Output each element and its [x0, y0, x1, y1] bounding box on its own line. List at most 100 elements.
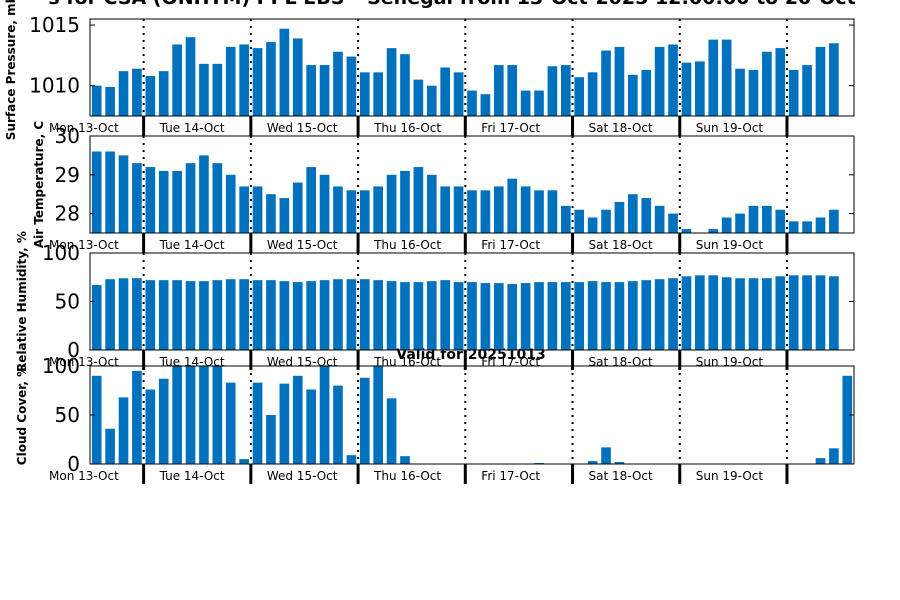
bar-3-26: [440, 280, 451, 350]
bar-3-11: [239, 279, 249, 350]
day-label: Thu 16-Oct: [373, 355, 441, 369]
bar-2-32: [520, 186, 531, 233]
ytick-label: 1015: [29, 13, 80, 37]
bar-3-49: [748, 278, 759, 350]
bar-3-31: [507, 284, 518, 350]
bar-4-15: [292, 375, 303, 464]
bar-1-5: [158, 71, 169, 116]
plot-frame-2: [89, 135, 855, 234]
bar-2-28: [467, 190, 477, 233]
bar-2-39: [614, 201, 625, 233]
bar-2-12: [252, 186, 263, 233]
bar-2-54: [815, 217, 826, 233]
bar-1-39: [614, 46, 625, 116]
bar-3-43: [668, 278, 678, 350]
bar-1-6: [172, 44, 182, 116]
bar-2-51: [775, 209, 786, 233]
bar-1-13: [266, 42, 276, 116]
bar-2-4: [145, 167, 156, 233]
bar-2-40: [628, 194, 638, 233]
bar-2-9: [212, 163, 223, 233]
chart-subtitle: Valid for 20251013: [396, 347, 545, 363]
bar-1-23: [400, 54, 410, 116]
bar-2-5: [158, 170, 169, 233]
bar-3-39: [614, 282, 625, 350]
bar-3-37: [587, 281, 598, 350]
bar-2-6: [172, 170, 182, 233]
bar-2-34: [547, 190, 558, 233]
bar-4-5: [158, 378, 169, 464]
bar-2-23: [400, 170, 410, 233]
y-axis-label-1: Surface Pressure, mb: [4, 0, 18, 140]
day-label: Mon 13-Oct: [49, 121, 119, 135]
bar-4-6: [172, 366, 182, 464]
bar-1-32: [520, 90, 531, 116]
bar-4-10: [225, 382, 236, 464]
bar-3-36: [574, 282, 585, 350]
day-label: Tue 14-Oct: [159, 469, 225, 483]
bar-2-55: [829, 209, 839, 233]
bar-2-0: [91, 151, 102, 233]
bar-2-22: [386, 174, 397, 233]
bar-3-3: [132, 278, 142, 350]
bar-1-0: [91, 85, 102, 116]
bar-3-54: [815, 275, 826, 350]
bar-4-8: [199, 366, 209, 464]
bar-3-34: [547, 282, 558, 350]
bar-3-18: [333, 279, 343, 350]
bar-1-27: [453, 72, 464, 116]
bar-2-33: [534, 190, 544, 233]
day-label: Fri 17-Oct: [481, 238, 540, 252]
bar-3-1: [105, 279, 115, 350]
ytick-label: 0: [67, 338, 80, 362]
bar-1-54: [815, 46, 826, 116]
bar-1-48: [735, 68, 745, 116]
bar-3-30: [493, 283, 504, 350]
bar-1-46: [708, 39, 719, 116]
ytick-label: 50: [55, 290, 80, 314]
bar-2-52: [788, 221, 799, 233]
bar-3-35: [561, 282, 571, 350]
ytick-label: 100: [42, 241, 80, 265]
bar-4-1: [105, 428, 115, 464]
day-label: Mon 13-Oct: [49, 238, 119, 252]
bar-1-31: [507, 65, 518, 116]
y-axis-label-2: Air Temperature, C: [32, 121, 46, 249]
bar-4-11: [239, 459, 249, 464]
bar-1-12: [252, 48, 263, 116]
bar-1-8: [199, 63, 209, 116]
bar-4-54: [815, 458, 826, 464]
bar-3-23: [400, 282, 410, 350]
bar-2-2: [118, 155, 129, 233]
day-label: Sat 18-Oct: [589, 469, 653, 483]
bar-4-7: [185, 366, 196, 464]
bar-2-47: [721, 217, 732, 233]
bar-2-20: [359, 190, 370, 233]
bar-1-38: [601, 50, 611, 116]
bar-1-21: [373, 72, 383, 116]
day-label: Sun 19-Oct: [696, 121, 764, 135]
bar-1-43: [668, 44, 678, 116]
bar-4-3: [132, 370, 142, 464]
bar-3-45: [695, 275, 705, 350]
bar-4-38: [601, 447, 611, 464]
bar-3-32: [520, 283, 531, 350]
bar-2-43: [668, 213, 678, 233]
bar-2-50: [762, 205, 772, 233]
bar-3-40: [628, 281, 638, 350]
bar-3-7: [185, 281, 196, 350]
ytick-label: 0: [67, 452, 80, 476]
ytick-label: 50: [55, 403, 80, 427]
bar-2-30: [493, 186, 504, 233]
bar-1-29: [480, 94, 491, 116]
bar-1-4: [145, 75, 156, 116]
bar-3-44: [681, 276, 692, 350]
bar-1-45: [695, 61, 705, 116]
bar-1-51: [775, 48, 786, 116]
bar-1-37: [587, 72, 598, 116]
bar-3-55: [829, 276, 839, 350]
day-label: Mon 13-Oct: [49, 469, 119, 483]
bar-1-44: [681, 62, 692, 116]
bar-1-30: [493, 65, 504, 116]
